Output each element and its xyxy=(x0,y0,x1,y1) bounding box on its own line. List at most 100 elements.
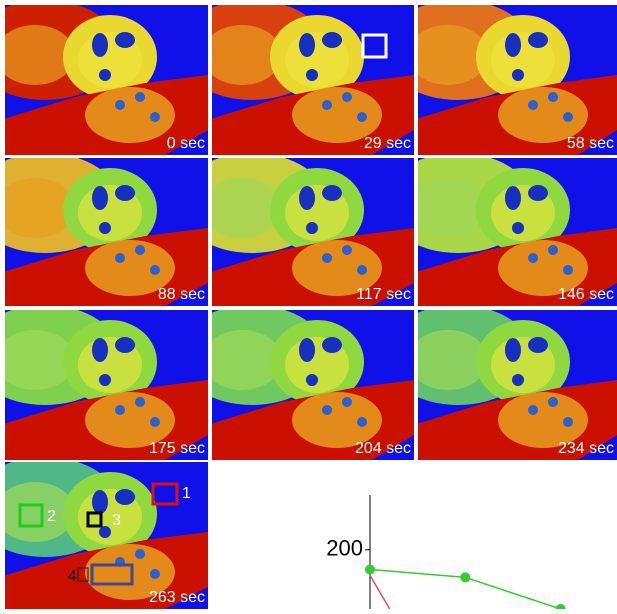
spot xyxy=(150,417,160,427)
cell-bottom-core xyxy=(85,392,175,448)
spot xyxy=(528,253,538,263)
spot xyxy=(92,186,108,210)
cell-left-inner xyxy=(418,330,488,390)
spot xyxy=(299,338,315,362)
roi-box xyxy=(18,503,44,528)
spot xyxy=(528,405,538,415)
cell-left-inner xyxy=(5,25,75,85)
cell-left-inner xyxy=(5,178,75,238)
time-label: 146 sec xyxy=(558,286,614,303)
spot xyxy=(92,33,108,57)
spot xyxy=(548,92,558,102)
spot xyxy=(563,265,573,275)
image-panel: 175 sec xyxy=(5,310,208,460)
roi-box xyxy=(77,567,89,582)
spot xyxy=(99,222,111,234)
spot xyxy=(306,374,318,386)
cell-left-inner xyxy=(212,330,282,390)
spot xyxy=(115,185,135,201)
cell-left-inner xyxy=(212,178,282,238)
spot xyxy=(528,185,548,201)
spot xyxy=(306,69,318,81)
image-panel: 29 sec xyxy=(212,5,414,155)
roi-label: 2 xyxy=(47,508,56,525)
spot xyxy=(322,405,332,415)
spot xyxy=(115,32,135,48)
time-label: 263 sec xyxy=(149,589,205,606)
spot xyxy=(92,490,108,514)
spot xyxy=(115,489,135,505)
spot xyxy=(512,69,524,81)
spot xyxy=(150,112,160,122)
spot xyxy=(505,186,521,210)
cell-bottom-core xyxy=(292,240,382,296)
spot xyxy=(115,100,125,110)
spot xyxy=(150,265,160,275)
time-label: 117 sec xyxy=(356,286,411,303)
spot xyxy=(115,253,125,263)
roi-box xyxy=(361,33,388,59)
cell-bottom-core xyxy=(85,240,175,296)
time-label: 234 sec xyxy=(558,440,614,457)
spot xyxy=(322,32,342,48)
spot xyxy=(528,100,538,110)
cell-bottom-core xyxy=(498,392,588,448)
image-panel: 0 sec xyxy=(5,5,208,155)
spot xyxy=(322,337,342,353)
spot xyxy=(135,245,145,255)
roi-box xyxy=(90,563,134,586)
spot xyxy=(115,337,135,353)
cell-bottom-core xyxy=(85,544,175,600)
time-label: 0 sec xyxy=(167,135,205,152)
image-panel: 58 sec xyxy=(418,5,617,155)
spot xyxy=(99,526,111,538)
spot xyxy=(505,338,521,362)
spot xyxy=(322,253,332,263)
spot xyxy=(505,33,521,57)
cell-bottom-core xyxy=(292,87,382,143)
cell-left-inner xyxy=(5,330,75,390)
spot xyxy=(135,397,145,407)
image-panel: 117 sec xyxy=(212,158,414,306)
roi-label: 4 xyxy=(68,568,77,585)
spot xyxy=(115,405,125,415)
spot xyxy=(342,245,352,255)
time-label: 88 sec xyxy=(158,286,205,303)
cell-bottom-core xyxy=(292,392,382,448)
cell-left-inner xyxy=(418,178,488,238)
spot xyxy=(322,100,332,110)
spot xyxy=(299,33,315,57)
spot xyxy=(548,245,558,255)
time-label: 175 sec xyxy=(149,440,205,457)
data-point xyxy=(555,604,566,614)
roi-box xyxy=(151,482,179,506)
chart: 200 xyxy=(326,495,566,614)
cell-left-inner xyxy=(212,25,282,85)
spot xyxy=(357,417,367,427)
spot xyxy=(299,186,315,210)
image-panel: 263 sec 1 2 3 4 xyxy=(5,462,208,609)
spot xyxy=(563,112,573,122)
cell-bottom-core xyxy=(498,87,588,143)
spot xyxy=(563,417,573,427)
spot xyxy=(512,374,524,386)
cell-bottom-core xyxy=(498,240,588,296)
image-panel: 88 sec xyxy=(5,158,208,306)
spot xyxy=(528,32,548,48)
data-point xyxy=(460,572,471,583)
cell-left-inner xyxy=(418,25,488,85)
image-panel: 204 sec xyxy=(212,310,414,460)
spot xyxy=(322,185,342,201)
spot xyxy=(150,569,160,579)
image-panel: 146 sec xyxy=(418,158,617,306)
spot xyxy=(512,222,524,234)
roi-label: 1 xyxy=(182,485,191,502)
time-label: 204 sec xyxy=(355,440,411,457)
spot xyxy=(528,337,548,353)
spot xyxy=(342,92,352,102)
spot xyxy=(92,338,108,362)
spot xyxy=(99,69,111,81)
spot xyxy=(135,92,145,102)
series-line xyxy=(369,575,391,610)
